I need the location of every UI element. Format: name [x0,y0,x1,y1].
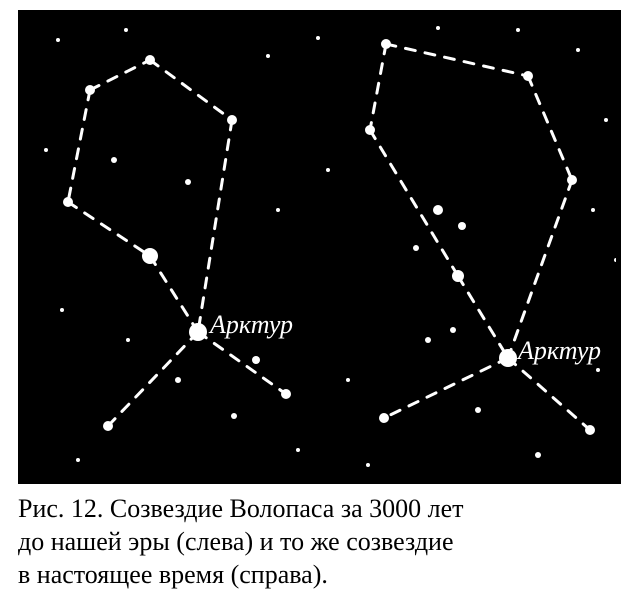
caption-line-3: в настоящее время (справа). [18,558,621,591]
figure-caption: Рис. 12. Созвездие Волопаса за 3000 лет … [18,492,621,591]
constellation-left-stars [63,55,291,431]
sky-frame: Арктур Арктур [18,10,621,484]
bg-stars [44,26,618,467]
constellation-right-edges [370,44,590,430]
constellation-left-edges [68,60,286,426]
constellation-right-stars [365,39,595,435]
caption-line-2: до нашей эры (слева) и то же созвездие [18,525,621,558]
constellation-diagram [18,10,621,484]
caption-line-1: Рис. 12. Созвездие Волопаса за 3000 лет [18,492,621,525]
page: Арктур Арктур Рис. 12. Созвездие Волопас… [0,0,640,599]
